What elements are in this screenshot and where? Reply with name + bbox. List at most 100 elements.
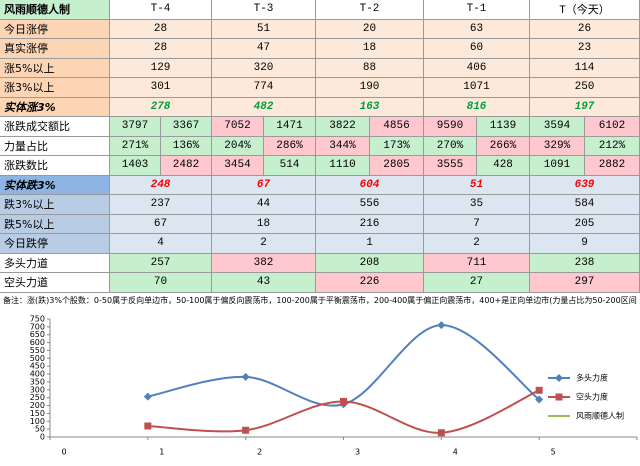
data-cell: 4856 (370, 117, 424, 137)
row-label: 力量占比 (0, 136, 110, 156)
data-cell: 129 (110, 58, 212, 78)
row-label: 多头力道 (0, 253, 110, 273)
data-cell: 27 (424, 273, 530, 293)
header-cell: T-3 (212, 0, 316, 20)
y-tick-label: 750 (30, 315, 45, 324)
data-cell: 1139 (477, 117, 530, 137)
legend-label: 空头力度 (576, 392, 608, 402)
data-cell: 3367 (161, 117, 212, 137)
data-cell: 1071 (424, 78, 530, 98)
row-label: 真实涨停 (0, 39, 110, 59)
point (241, 372, 250, 381)
data-cell: 163 (316, 97, 424, 117)
data-cell: 18 (316, 39, 424, 59)
data-cell: 270% (424, 136, 477, 156)
data-cell: 208 (316, 253, 424, 273)
header-label: 风雨顺德人制 (0, 0, 110, 20)
data-cell: 67 (212, 175, 316, 195)
x-tick-label: 1 (159, 448, 164, 457)
data-cell: 70 (110, 273, 212, 293)
data-cell: 237 (110, 195, 212, 215)
header-cell: T（今天） (530, 0, 640, 20)
data-cell: 604 (316, 175, 424, 195)
data-cell: 26 (530, 19, 640, 39)
point (437, 429, 445, 437)
row-label: 今日涨停 (0, 19, 110, 39)
x-tick-label: 4 (453, 448, 458, 457)
data-cell: 2882 (585, 156, 640, 176)
point (340, 397, 347, 405)
row-label: 跌3%以上 (0, 195, 110, 215)
data-cell: 212% (585, 136, 640, 156)
data-cell: 382 (212, 253, 316, 273)
y-tick-label: 450 (30, 362, 45, 371)
data-cell: 6102 (585, 117, 640, 137)
chart: 0501001502002503003504004505005506006507… (30, 315, 638, 457)
y-tick-label: 0 (40, 433, 45, 442)
data-cell: 2 (212, 234, 316, 254)
data-cell: 297 (530, 273, 640, 293)
y-tick-label: 150 (30, 409, 45, 418)
data-cell: 216 (316, 214, 424, 234)
data-cell: 51 (424, 175, 530, 195)
data-cell: 9 (530, 234, 640, 254)
y-tick-label: 50 (35, 425, 45, 434)
data-cell: 173% (370, 136, 424, 156)
data-cell: 250 (530, 78, 640, 98)
data-cell: 711 (424, 253, 530, 273)
data-cell: 271% (110, 136, 161, 156)
data-cell: 47 (212, 39, 316, 59)
data-cell: 406 (424, 58, 530, 78)
data-cell: 320 (212, 58, 316, 78)
point (555, 393, 563, 401)
row-label: 涨3%以上 (0, 78, 110, 98)
data-cell: 226 (316, 273, 424, 293)
y-tick-label: 500 (30, 354, 45, 363)
data-cell: 23 (530, 39, 640, 59)
data-cell: 584 (530, 195, 640, 215)
data-cell: 114 (530, 58, 640, 78)
y-tick-label: 550 (30, 346, 45, 355)
point (555, 374, 563, 382)
data-cell: 816 (424, 97, 530, 117)
data-cell: 248 (110, 175, 212, 195)
point (535, 395, 544, 404)
data-cell: 136% (161, 136, 212, 156)
data-cell: 28 (110, 19, 212, 39)
data-cell: 18 (212, 214, 316, 234)
data-cell: 3555 (424, 156, 477, 176)
data-cell: 286% (264, 136, 316, 156)
data-cell: 7052 (212, 117, 264, 137)
series-line (147, 324, 540, 407)
data-cell: 7 (424, 214, 530, 234)
data-cell: 3822 (316, 117, 370, 137)
data-cell: 205 (530, 214, 640, 234)
data-cell: 238 (530, 253, 640, 273)
data-cell: 301 (110, 78, 212, 98)
data-cell: 9590 (424, 117, 477, 137)
data-cell: 35 (424, 195, 530, 215)
data-cell: 482 (212, 97, 316, 117)
data-cell: 1110 (316, 156, 370, 176)
data-cell: 3454 (212, 156, 264, 176)
data-cell: 639 (530, 175, 640, 195)
data-cell: 514 (264, 156, 316, 176)
x-tick-label: 5 (551, 448, 556, 457)
point (143, 392, 152, 401)
data-cell: 257 (110, 253, 212, 273)
point (144, 422, 152, 430)
legend-label: 风雨顺德人制 (576, 411, 624, 421)
point (437, 321, 446, 330)
data-cell: 63 (424, 19, 530, 39)
data-cell: 197 (530, 97, 640, 117)
data-cell: 428 (477, 156, 530, 176)
y-tick-label: 300 (30, 385, 45, 394)
data-cell: 60 (424, 39, 530, 59)
data-cell: 1091 (530, 156, 585, 176)
x-tick-label: 0 (61, 448, 66, 457)
y-tick-label: 100 (30, 417, 45, 426)
legend-label: 多头力度 (576, 373, 608, 383)
data-cell: 3594 (530, 117, 585, 137)
data-cell: 329% (530, 136, 585, 156)
data-cell: 556 (316, 195, 424, 215)
